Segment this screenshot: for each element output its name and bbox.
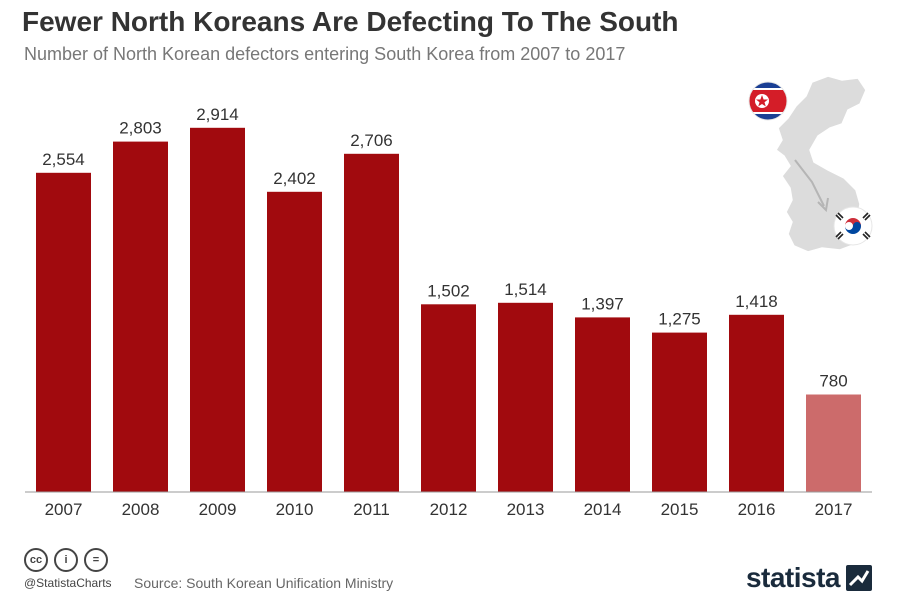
value-label-2013: 1,514: [504, 280, 547, 299]
x-tick-label-2014: 2014: [584, 500, 622, 519]
x-tick-label-2008: 2008: [122, 500, 160, 519]
bar-2016: [729, 314, 784, 493]
x-tick-label-2013: 2013: [507, 500, 545, 519]
value-label-2010: 2,402: [273, 169, 316, 188]
bar-2012: [421, 304, 476, 493]
bar-2014: [575, 317, 630, 492]
x-tick-label-2011: 2011: [353, 500, 390, 519]
bar-2013: [498, 302, 553, 493]
bar-2008: [113, 141, 168, 492]
value-label-2012: 1,502: [427, 281, 470, 300]
x-tick-label-2012: 2012: [430, 500, 468, 519]
value-label-2009: 2,914: [196, 105, 239, 124]
value-label-2015: 1,275: [658, 310, 701, 329]
bar-2010: [267, 191, 322, 493]
value-label-2007: 2,554: [42, 150, 85, 169]
license-icons: cc i =: [24, 548, 108, 572]
no-derivatives-icon: =: [84, 548, 108, 572]
bar-2007: [36, 172, 91, 493]
x-tick-label-2009: 2009: [199, 500, 237, 519]
bar-2009: [190, 127, 245, 493]
source-note: Source: South Korean Unification Ministr…: [134, 575, 394, 591]
value-label-2008: 2,803: [119, 119, 162, 138]
value-label-2011: 2,706: [350, 131, 393, 150]
korean-peninsula-map-icon: [775, 75, 867, 253]
value-label-2017: 780: [819, 372, 847, 391]
statista-wordmark: statista: [745, 562, 841, 593]
bar-2011: [344, 153, 399, 493]
x-tick-label-2007: 2007: [45, 500, 83, 519]
x-tick-label-2017: 2017: [815, 500, 853, 519]
north-korea-flag-icon: [748, 81, 788, 121]
south-korea-flag-icon: [833, 206, 873, 246]
chart-title: Fewer North Koreans Are Defecting To The…: [22, 6, 679, 37]
x-tick-label-2010: 2010: [276, 500, 314, 519]
statista-mark-icon: [846, 565, 872, 591]
value-label-2014: 1,397: [581, 294, 624, 313]
attribution-icon: i: [54, 548, 78, 572]
statista-handle: @StatistaCharts: [24, 576, 112, 590]
creative-commons-icon: cc: [24, 548, 48, 572]
bar-2017: [806, 394, 861, 492]
value-label-2016: 1,418: [735, 292, 778, 311]
x-tick-label-2015: 2015: [661, 500, 699, 519]
statista-logo: statista: [746, 562, 872, 594]
x-tick-label-2016: 2016: [738, 500, 776, 519]
chart-subtitle: Number of North Korean defectors enterin…: [24, 44, 626, 64]
bar-2015: [652, 332, 707, 492]
